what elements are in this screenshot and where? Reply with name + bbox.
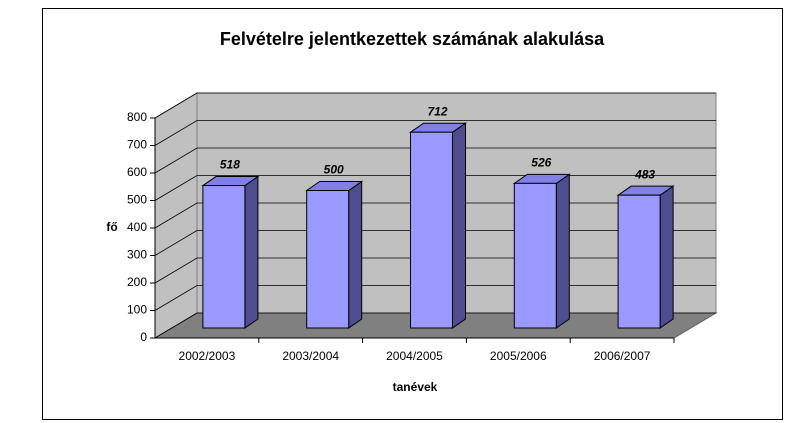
y-tick-label: 0 [140,330,147,344]
x-tick-label: 2004/2005 [386,349,443,363]
y-tick-label: 400 [127,220,147,234]
data-label: 526 [531,156,551,170]
x-tick-label: 2002/2003 [179,349,236,363]
data-label: 483 [634,167,655,181]
grid-line [154,147,716,174]
x-tick-label: 2003/2004 [282,349,339,363]
y-tick-label: 100 [127,303,147,317]
x-tick-label: 2006/2007 [594,349,651,363]
grid-line [154,92,716,119]
y-tick-label: 600 [127,165,147,179]
y-tick-label: 300 [127,248,147,262]
x-tick-label: 2005/2006 [490,349,547,363]
bar-side [555,173,570,329]
bar [306,190,350,329]
data-label: 712 [427,104,447,118]
bar-side [659,185,674,329]
bar [202,185,246,329]
bar [617,194,661,329]
y-tick-label: 500 [127,193,147,207]
y-tick-label: 700 [127,138,147,152]
y-tick-label: 800 [127,110,147,124]
data-label: 500 [324,163,344,177]
y-axis-label: fő [106,220,117,234]
bar [410,131,453,329]
bar-side [348,180,363,329]
bar-side [452,122,466,329]
data-label: 518 [220,158,240,172]
chart-title: Felvételre jelentkezettek számának alaku… [220,29,605,49]
bar [513,182,557,329]
x-axis-label: tanévek [393,380,438,394]
bar-side [244,175,259,329]
y-tick-label: 200 [127,275,147,289]
grid-line [154,120,716,146]
